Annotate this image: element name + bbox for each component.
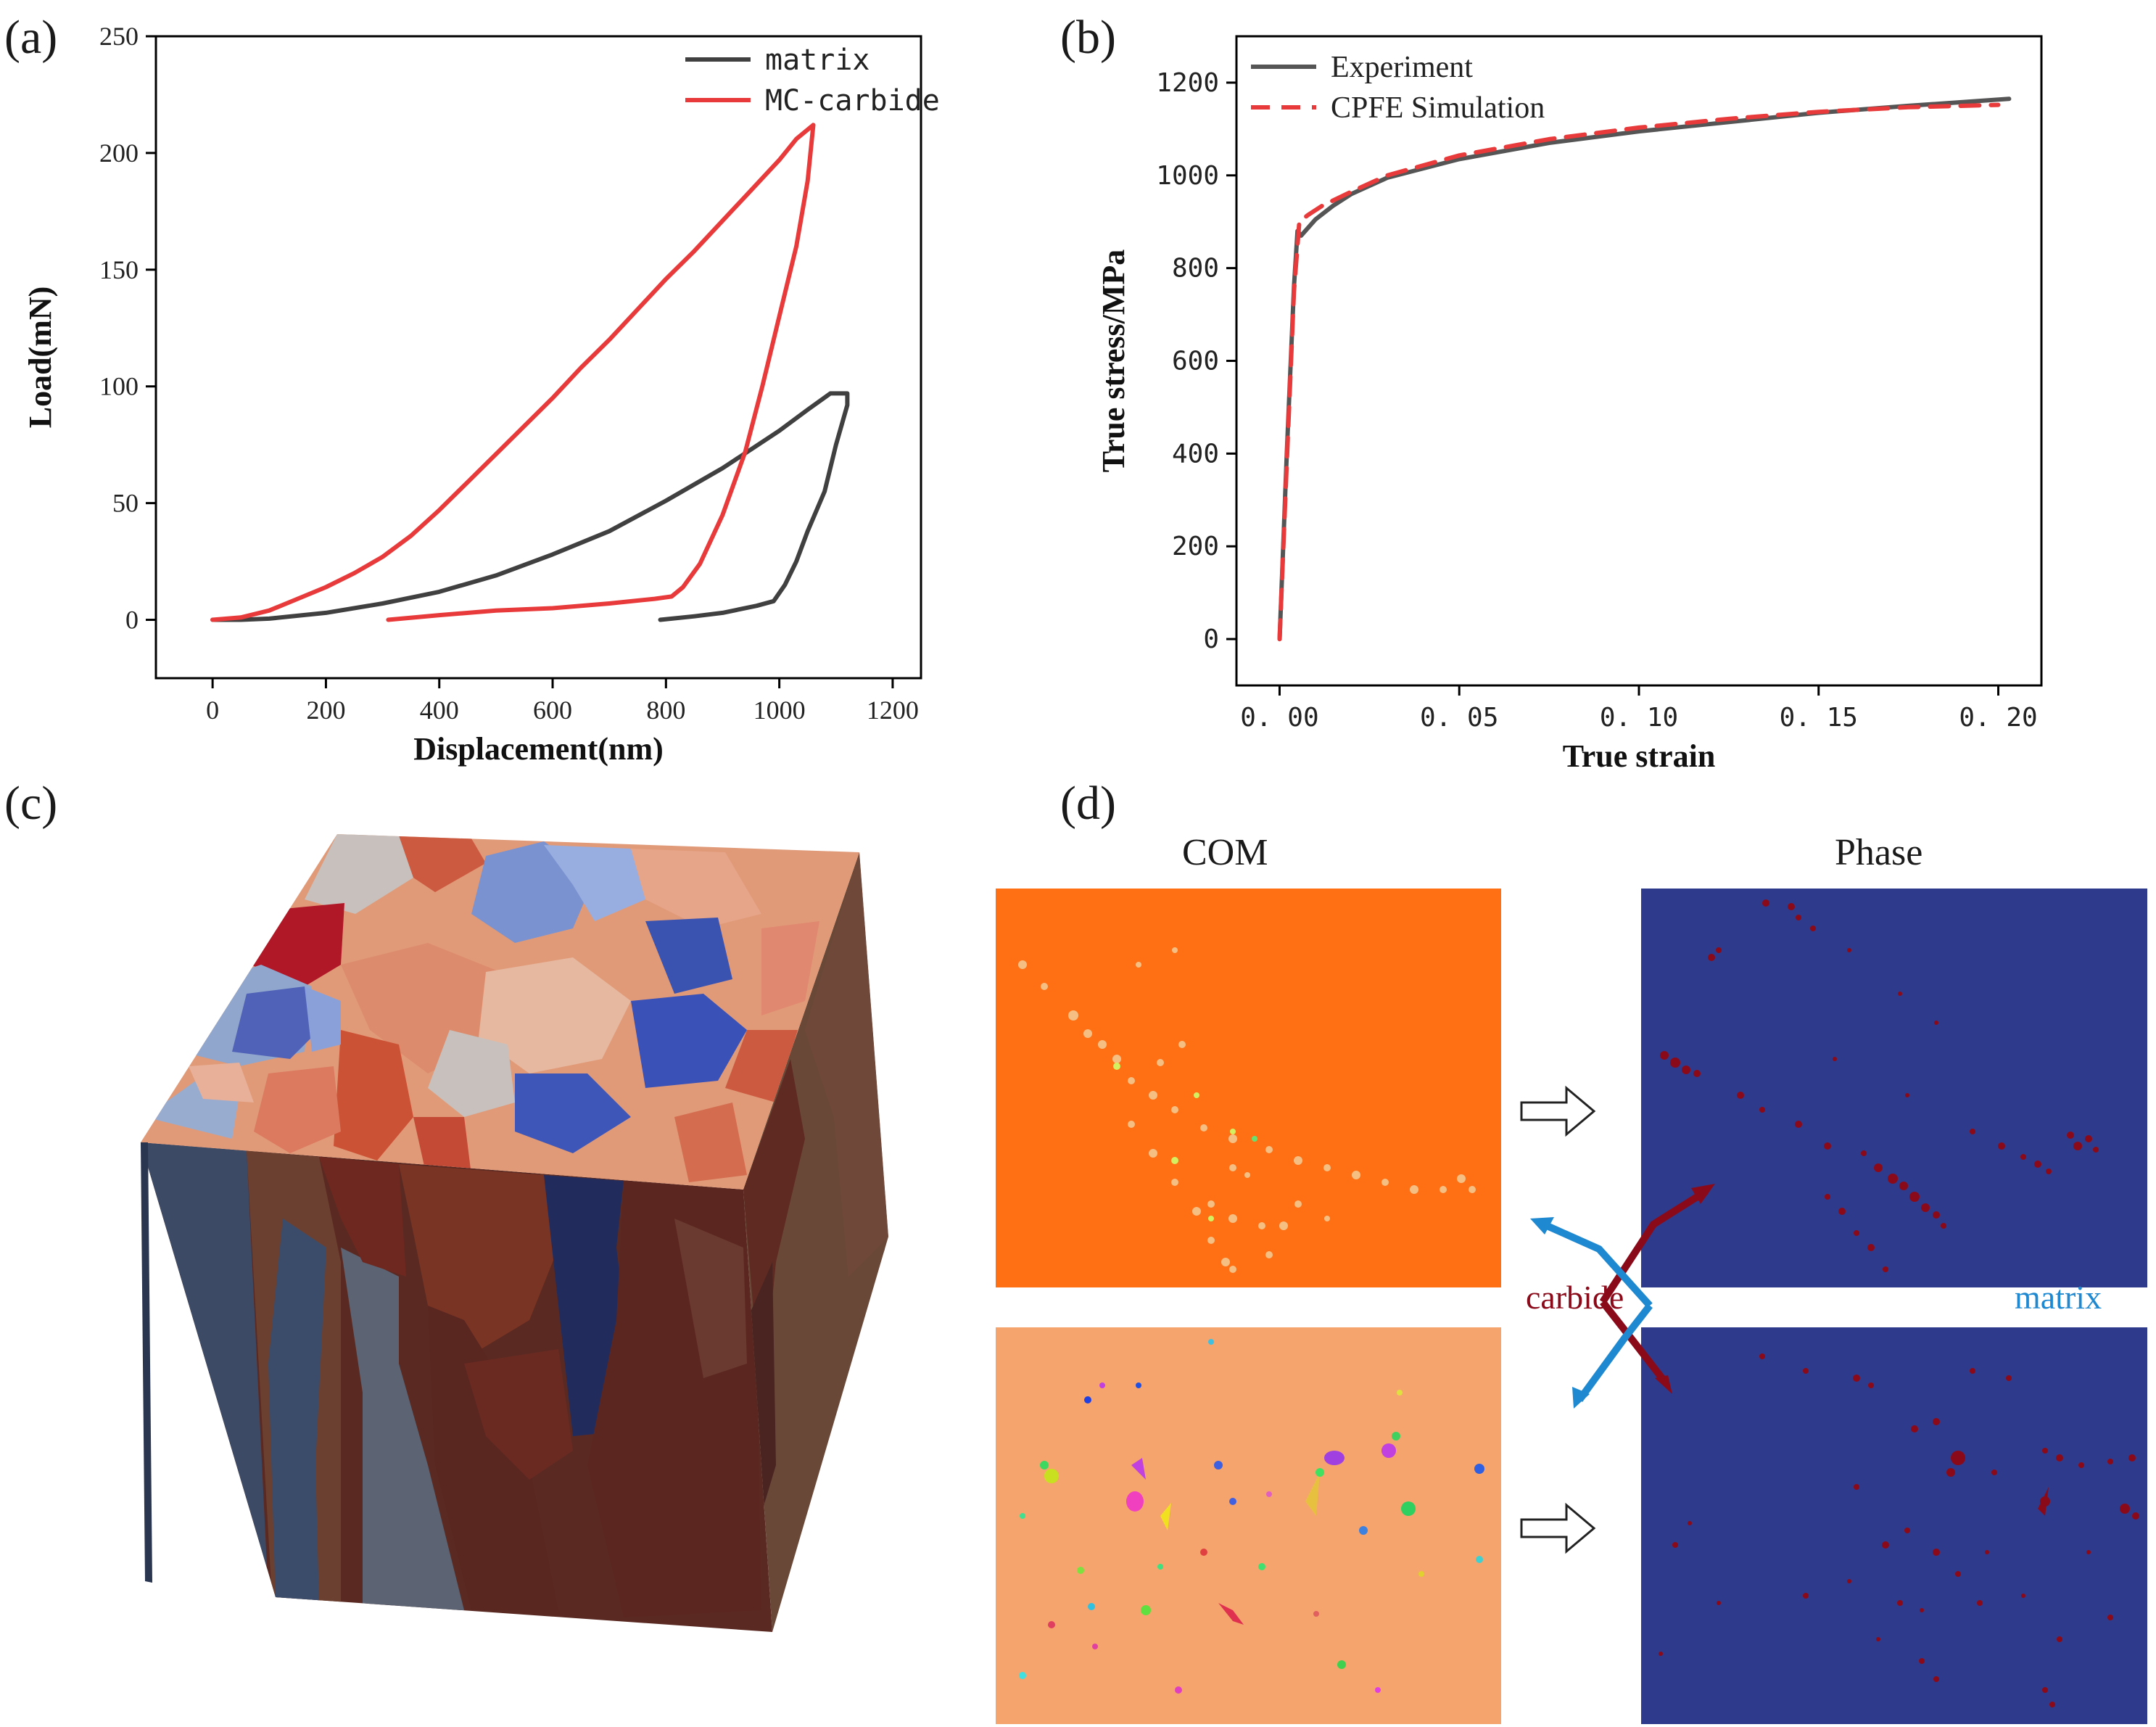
x-tick-label: 400	[420, 696, 459, 725]
com-title: COM	[1182, 832, 1268, 873]
carbide-arrowhead-up	[1691, 1184, 1715, 1204]
x-tick-label: 0. 10	[1600, 703, 1678, 733]
x-tick-label: 200	[306, 696, 345, 725]
x-tick-label: 800	[646, 696, 685, 725]
y-tick-label: 600	[1172, 347, 1219, 376]
y-tick-label: 0	[125, 606, 139, 635]
y-tick-label: 1000	[1156, 161, 1219, 191]
com-map-bottom	[996, 1327, 1501, 1724]
x-axis-label: True strain	[1563, 738, 1716, 774]
x-tick-label: 0. 00	[1240, 703, 1318, 733]
legend-label: CPFE Simulation	[1331, 91, 1545, 125]
x-axis-label: Displacement(nm)	[413, 731, 664, 767]
y-tick-label: 0	[1203, 625, 1219, 654]
cube-front-face	[141, 1142, 772, 1632]
x-tick-label: 0. 05	[1420, 703, 1498, 733]
transform-arrow-bottom	[1520, 1502, 1596, 1554]
x-tick-label: 600	[533, 696, 572, 725]
carbide-arrowhead-down	[1655, 1375, 1672, 1394]
phase-title: Phase	[1835, 832, 1923, 873]
load-displacement-chart: 0 200 400 600 800 1000 1200 0 50 100 150 200 250 Disp…	[22, 22, 940, 767]
stress-strain-chart: 0. 00 0. 05 0. 10 0. 15 0. 20 0 200 400 600 800 10…	[1096, 35, 2043, 774]
panel-label-b: (b)	[1060, 11, 1116, 64]
panel-label-c: (c)	[4, 777, 58, 830]
x-tick-label: 0	[206, 696, 219, 725]
y-axis-label: True stress/MPa	[1096, 250, 1131, 473]
com-map-top	[996, 889, 1501, 1287]
legend-label: matrix	[765, 44, 870, 77]
carbide-label: carbide	[1526, 1279, 1624, 1316]
series-line-cpfe-simulation	[1277, 102, 2001, 642]
x-tick-label: 0. 20	[1959, 703, 2037, 733]
series-line-experiment	[1277, 96, 2012, 642]
panel-label-d: (d)	[1060, 777, 1116, 830]
legend-label: Experiment	[1331, 51, 1473, 84]
y-axis-label: Load(mN)	[22, 287, 58, 429]
cube-top-face	[141, 834, 859, 1190]
x-tick-label: 1200	[867, 696, 919, 725]
matrix-arrows	[1537, 1219, 1653, 1402]
y-tick-label: 50	[112, 489, 139, 518]
ebsd-maps	[996, 889, 2147, 1724]
series-line-matrix	[210, 391, 850, 622]
legend-label: MC-carbide	[765, 84, 940, 118]
y-tick-label: 1200	[1156, 68, 1219, 98]
phase-map-bottom	[1641, 1327, 2147, 1724]
plot-frame	[1235, 35, 2043, 687]
matrix-arrowhead-down	[1572, 1387, 1590, 1409]
phase-map-top	[1641, 889, 2147, 1287]
panel-label-a: (a)	[4, 11, 58, 64]
plot-frame	[154, 35, 922, 680]
y-tick-label: 400	[1172, 439, 1219, 469]
x-tick-label: 0. 15	[1780, 703, 1858, 733]
y-tick-label: 250	[99, 22, 139, 51]
y-tick-label: 200	[1172, 532, 1219, 561]
series-line-mc-carbide	[210, 123, 816, 622]
grain-cube-3d	[141, 834, 888, 1632]
transform-arrow-top	[1520, 1085, 1596, 1137]
cube-edge	[141, 1142, 152, 1583]
y-tick-label: 200	[99, 139, 139, 168]
matrix-label: matrix	[2015, 1279, 2102, 1316]
y-tick-label: 100	[99, 372, 139, 401]
y-tick-label: 150	[99, 255, 139, 284]
y-tick-label: 800	[1172, 254, 1219, 284]
matrix-arrowhead-up	[1530, 1217, 1554, 1235]
x-tick-label: 1000	[753, 696, 806, 725]
